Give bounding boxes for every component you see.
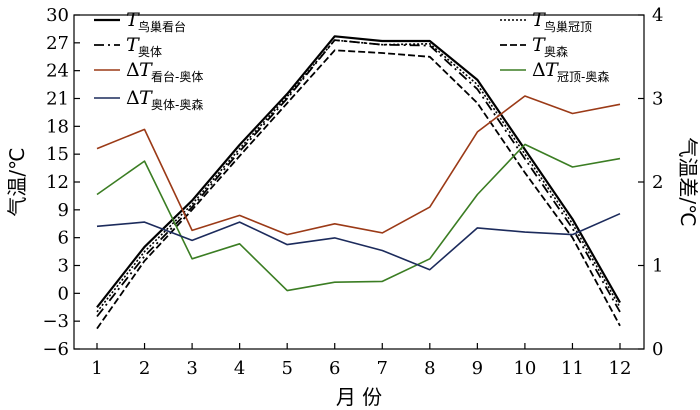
y-left-tick-label: 15 xyxy=(46,144,69,165)
y-left-tick-label: 24 xyxy=(46,61,69,82)
x-tick-label: 5 xyxy=(281,358,292,379)
legend-delta: Δ xyxy=(126,87,140,109)
legend-sub: 鸟巢冠顶 xyxy=(544,19,592,34)
legend-main: T xyxy=(139,59,153,81)
y-left-tick-label: −6 xyxy=(42,339,69,360)
legend-sub: 奥体 xyxy=(138,45,162,59)
y-right-tick-label: 3 xyxy=(652,89,663,110)
legend-item-6: Δ T 冠顶-奥森 xyxy=(500,59,609,84)
y-left-tick-label: 27 xyxy=(46,33,69,54)
legend-sub: 奥森 xyxy=(544,44,568,59)
series-layer xyxy=(96,35,621,330)
legend-sub: 鸟巢看台 xyxy=(138,19,186,34)
legend-item-4: T 奥森 xyxy=(500,34,568,59)
legend-item-7: Δ T 奥体-奥森 xyxy=(94,87,203,112)
legend-main: T xyxy=(139,87,153,109)
x-axis-title: 月 份 xyxy=(336,385,382,409)
x-tick-label: 1 xyxy=(91,358,102,379)
series-line-1 xyxy=(96,35,621,308)
y-left-tick-label: 18 xyxy=(46,116,69,137)
x-tick-label: 11 xyxy=(561,358,584,379)
series-line-5 xyxy=(96,95,621,236)
x-tick-label: 6 xyxy=(329,358,340,379)
legend-item-1: T 鸟巢看台 xyxy=(94,9,186,34)
y-left-tick-label: 21 xyxy=(46,89,69,110)
series-line-4 xyxy=(96,49,621,330)
x-tick-label: 8 xyxy=(424,358,435,379)
x-tick-label: 3 xyxy=(186,358,197,379)
legend-item-2: T 鸟巢冠顶 xyxy=(500,9,592,34)
legend-delta: Δ xyxy=(126,59,140,81)
legend-sub: 冠顶-奥森 xyxy=(557,69,609,84)
x-tick-label: 7 xyxy=(377,358,388,379)
y-axis-title-left: 气温/℃ xyxy=(5,147,29,216)
y-left-tick-label: 3 xyxy=(58,256,69,277)
x-tick-label: 10 xyxy=(513,358,536,379)
series-line-6 xyxy=(96,143,621,292)
x-tick-label: 2 xyxy=(139,358,150,379)
legend-item-5: Δ T 看台-奥体 xyxy=(94,59,203,84)
legend-sub: 看台-奥体 xyxy=(151,69,203,84)
legend-delta: Δ xyxy=(532,59,546,81)
y-axis-title-right: 气温差/℃ xyxy=(676,137,700,226)
legend-sub: 奥体-奥森 xyxy=(151,97,203,112)
x-tick-label: 12 xyxy=(609,358,632,379)
ticks-layer: 1 2 3 4 5 6 7 8 9 10 11 12−6−3036912151821242730012… xyxy=(42,5,663,379)
y-left-tick-label: 30 xyxy=(46,5,69,26)
series-line-3 xyxy=(96,39,621,318)
y-right-tick-label: 4 xyxy=(652,5,663,26)
y-right-tick-label: 0 xyxy=(652,339,663,360)
y-left-tick-label: 12 xyxy=(46,172,69,193)
series-line-7 xyxy=(96,212,621,271)
y-right-tick-label: 1 xyxy=(652,256,663,277)
legend-main: T xyxy=(545,59,559,81)
legend-item-3: T 奥体 xyxy=(94,34,162,59)
y-left-tick-label: 9 xyxy=(58,200,69,221)
y-right-tick-label: 2 xyxy=(652,172,663,193)
y-left-tick-label: 0 xyxy=(58,283,69,304)
x-tick-label: 9 xyxy=(472,358,483,379)
legend-main: T xyxy=(126,34,140,56)
plot-frame xyxy=(73,14,645,350)
legend-main: T xyxy=(126,9,140,31)
y-left-tick-label: 6 xyxy=(58,228,69,249)
legend-main: T xyxy=(532,34,546,56)
legend-main: T xyxy=(532,9,546,31)
x-tick-label: 4 xyxy=(234,358,245,379)
y-left-tick-label: −3 xyxy=(42,311,69,332)
